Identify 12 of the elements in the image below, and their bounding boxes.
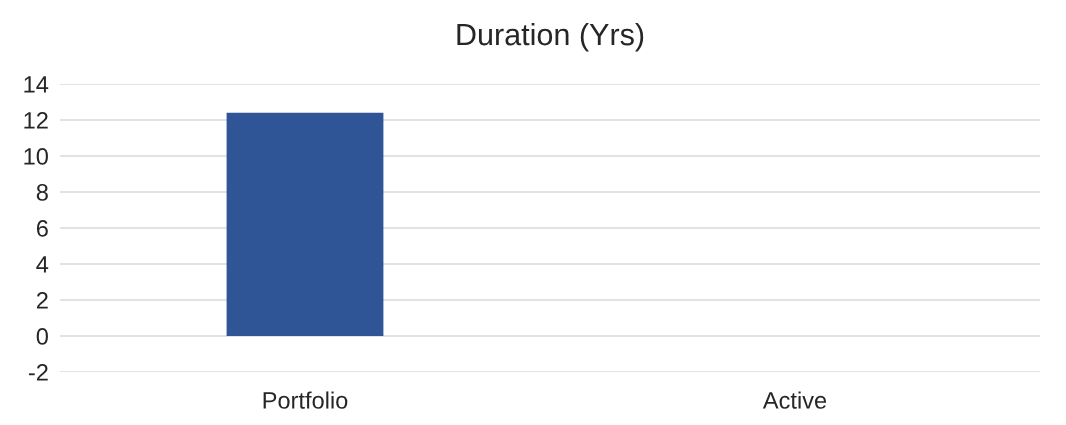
y-tick-label: 6 (36, 220, 48, 237)
y-tick-label: 2 (36, 292, 48, 309)
x-tick-label: Portfolio (263, 391, 348, 409)
chart-title: Duration (Yrs) (457, 22, 644, 52)
y-tick-label: 0 (36, 328, 48, 345)
y-tick-label: -2 (28, 364, 48, 381)
y-tick-label: 14 (24, 76, 49, 93)
x-tick-label: Active (762, 391, 827, 409)
y-tick-label: 4 (36, 256, 49, 273)
y-tick-label: 12 (24, 112, 48, 129)
y-tick-label: 8 (36, 184, 48, 201)
y-tick-label: 10 (24, 148, 48, 165)
